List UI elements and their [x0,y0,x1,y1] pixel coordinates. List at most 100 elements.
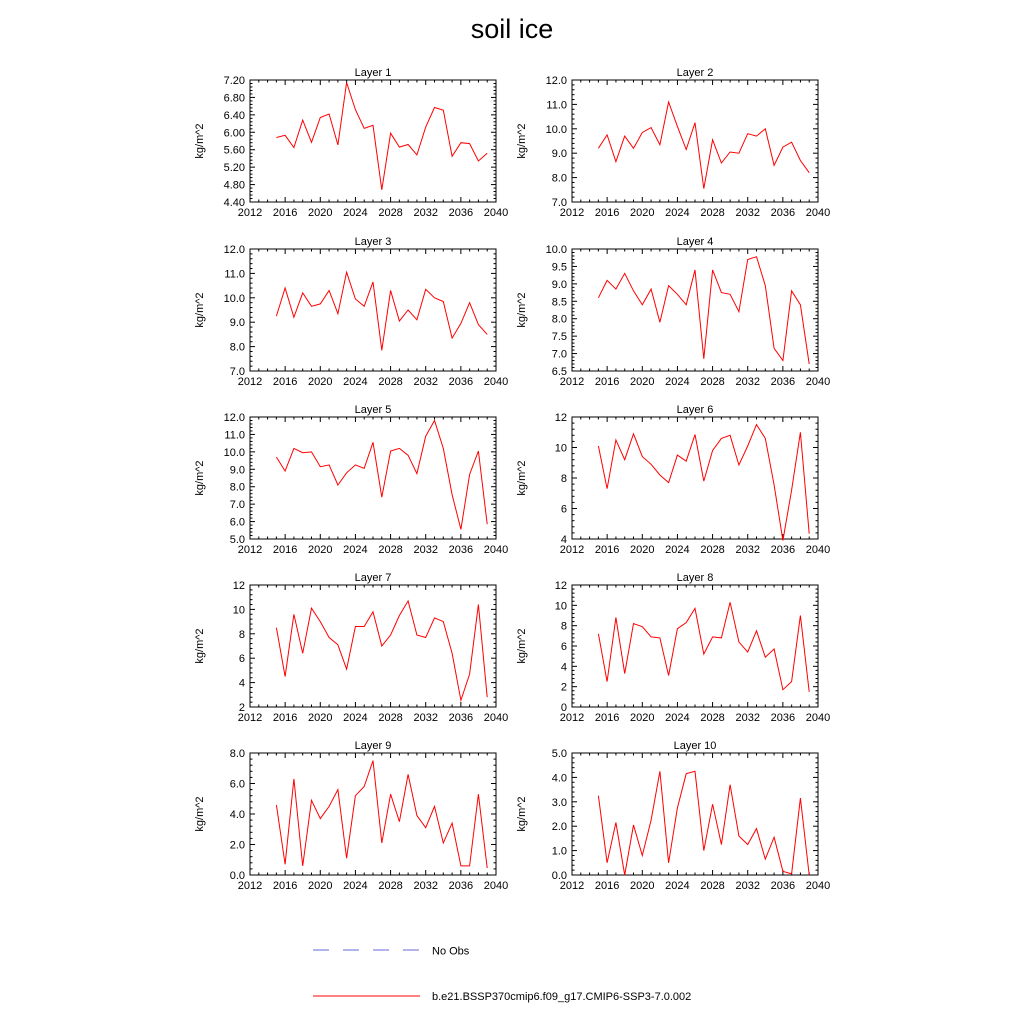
panel-layer-10: Layer 10 0.0 1.0 2.0 3.0 4.0 5.0 2012 2016 2020 20… [516,740,830,892]
x-tick-label: 2016 [273,376,297,388]
y-axis-label: kg/m^2 [516,460,528,495]
x-tick-label: 2012 [238,207,262,219]
x-tick-label: 2032 [413,207,437,219]
y-tick-label: 5.60 [224,145,245,157]
panel-layer-2: Layer 2 7.0 8.0 9.0 10.0 11.0 12.0 2012 2016 2020… [516,67,830,219]
plot-frame [249,79,497,203]
series-line [597,770,810,876]
x-tick-label: 2020 [630,712,654,724]
x-tick-label: 2040 [484,712,508,724]
y-axis-label: kg/m^2 [194,123,206,158]
y-tick-label: 10 [555,443,567,455]
x-tick-label: 2028 [378,207,402,219]
panel-title: Layer 10 [674,740,717,752]
y-axis-label: kg/m^2 [516,796,528,831]
x-tick-label: 2012 [560,207,584,219]
y-tick-label: 8.0 [230,342,245,354]
y-tick-label: 4 [561,534,567,546]
x-tick-label: 2028 [700,712,724,724]
y-tick-label: 7.0 [552,197,567,209]
x-tick-label: 2032 [735,376,759,388]
y-tick-label: 7.0 [552,349,567,361]
x-tick-label: 2028 [378,376,402,388]
x-tick-label: 2040 [484,207,508,219]
x-tick-label: 2036 [771,376,795,388]
x-tick-label: 2020 [308,544,332,556]
y-tick-label: 6.00 [224,127,245,139]
plot-frame [571,248,819,372]
x-tick-label: 2036 [771,207,795,219]
x-tick-label: 2020 [630,544,654,556]
x-tick-label: 2012 [560,712,584,724]
series-line [597,256,810,365]
y-tick-label: 7.5 [552,331,567,343]
y-tick-label: 9.0 [552,279,567,291]
x-tick-label: 2016 [273,712,297,724]
x-tick-label: 2020 [630,207,654,219]
x-tick-label: 2016 [273,880,297,892]
y-tick-label: 8 [239,629,245,641]
y-tick-label: 8.0 [552,173,567,185]
y-tick-label: 4.40 [224,197,245,209]
y-tick-label: 6 [561,504,567,516]
y-axis-label: kg/m^2 [516,628,528,663]
panel-title: Layer 1 [355,67,392,79]
y-tick-label: 5.0 [552,748,567,760]
x-tick-label: 2024 [665,376,689,388]
series-line [276,82,488,190]
y-tick-label: 8.0 [552,314,567,326]
y-tick-label: 0.0 [230,870,245,882]
y-tick-label: 4.0 [552,772,567,784]
y-tick-label: 12 [555,412,567,424]
panel-layer-7: Layer 7 2 4 6 8 10 12 2012 2016 2020 2024 2028 2032 2… [194,572,508,724]
y-tick-label: 6.0 [230,517,245,529]
panel-title: Layer 6 [677,404,714,416]
x-tick-label: 2024 [665,544,689,556]
x-tick-label: 2024 [343,544,367,556]
x-tick-label: 2028 [700,376,724,388]
y-tick-label: 8 [561,621,567,633]
x-tick-label: 2020 [630,376,654,388]
y-tick-label: 5.0 [230,534,245,546]
y-tick-label: 4 [561,661,567,673]
x-tick-label: 2024 [665,712,689,724]
x-tick-label: 2024 [343,712,367,724]
x-tick-label: 2032 [735,207,759,219]
x-tick-label: 2028 [700,207,724,219]
x-tick-label: 2012 [560,880,584,892]
x-tick-label: 2040 [806,207,830,219]
y-tick-label: 11.0 [224,429,245,441]
y-tick-label: 11.0 [546,99,567,111]
series-line [275,760,488,869]
x-tick-label: 2032 [413,712,437,724]
panel-title: Layer 7 [355,572,392,584]
y-tick-label: 12 [233,580,245,592]
x-tick-label: 2020 [308,712,332,724]
y-axis-label: kg/m^2 [194,292,206,327]
panel-layer-3: Layer 3 7.0 8.0 9.0 10.0 11.0 12.0 2012 2016 2020… [194,236,508,388]
x-tick-label: 2028 [378,880,402,892]
x-tick-label: 2028 [378,712,402,724]
y-tick-label: 8.5 [552,296,567,308]
x-tick-label: 2020 [630,880,654,892]
x-tick-label: 2016 [273,544,297,556]
y-tick-label: 5.20 [224,162,245,174]
figure-title: soil ice [470,14,554,44]
x-tick-label: 2036 [449,544,473,556]
x-tick-label: 2012 [560,376,584,388]
y-tick-label: 10.0 [224,447,245,459]
x-tick-label: 2016 [595,880,619,892]
x-tick-label: 2028 [378,544,402,556]
y-tick-label: 9.0 [552,148,567,160]
y-axis-label: kg/m^2 [194,628,206,663]
x-tick-label: 2040 [806,544,830,556]
y-tick-label: 4.80 [224,180,245,192]
panel-layer-8: Layer 8 0 2 4 6 8 10 12 2012 2016 2020 2024 2028 2032… [516,572,830,724]
y-tick-label: 4.0 [230,809,245,821]
x-tick-label: 2036 [771,712,795,724]
y-tick-label: 6.5 [552,366,567,378]
x-tick-label: 2032 [413,880,437,892]
y-tick-label: 12 [555,580,567,592]
x-tick-label: 2024 [665,880,689,892]
y-tick-label: 7.20 [224,75,245,87]
